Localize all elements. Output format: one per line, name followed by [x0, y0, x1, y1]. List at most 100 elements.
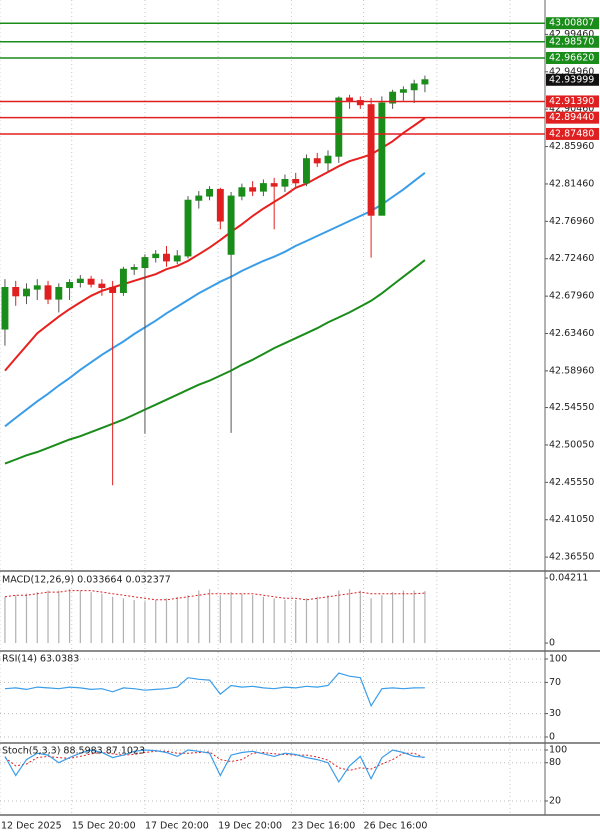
macd-bar: [252, 595, 254, 644]
candle-body: [55, 286, 63, 300]
y-tick-label: 80: [549, 757, 561, 768]
level-label-box: [546, 35, 599, 48]
macd-bar: [348, 589, 351, 644]
y-tick-label: 42.72460: [549, 253, 594, 264]
macd-bar: [4, 596, 6, 644]
y-tick-label: 42.58960: [549, 365, 594, 376]
level-label-box: [546, 127, 599, 140]
y-tick-label: 42.94960: [549, 66, 594, 77]
macd-bar: [305, 598, 308, 644]
x-tick-label: 26 Dec 16:00: [364, 821, 428, 832]
candle-body: [335, 97, 343, 157]
moving-average: [4, 117, 426, 372]
macd-bar: [68, 589, 71, 644]
y-tick-label: 42.54550: [549, 402, 594, 413]
candle-body: [152, 253, 160, 259]
macd-bar: [219, 595, 221, 644]
candle-body: [227, 195, 235, 255]
level-label-box: [546, 111, 599, 124]
candle-body: [130, 267, 138, 270]
macd-bar: [90, 592, 92, 644]
candle-body: [184, 199, 192, 257]
candle-body: [270, 183, 278, 187]
y-tick-label: 42.81460: [549, 178, 594, 189]
macd-bar: [155, 599, 157, 644]
macd-bar: [36, 592, 38, 644]
candle-body: [303, 158, 310, 184]
macd-bar: [295, 599, 297, 644]
candle-body: [173, 255, 181, 262]
rsi-line: [4, 672, 425, 708]
candle-body: [163, 253, 170, 262]
macd-bar: [316, 596, 318, 644]
macd-bar: [47, 590, 49, 644]
y-tick-label: 100: [549, 744, 567, 755]
candle-body: [324, 155, 332, 164]
x-tick-label: 15 Dec 20:00: [72, 821, 136, 832]
macd-bar: [176, 596, 178, 644]
macd-bar: [144, 601, 146, 644]
candle-body: [98, 283, 106, 288]
macd-bar: [284, 599, 286, 644]
macd-bar: [241, 593, 243, 644]
candle-body: [12, 286, 20, 297]
macd-bar: [392, 592, 394, 644]
level-label-box: [546, 51, 599, 64]
level-label: 43.00807: [549, 18, 594, 29]
macd-bar: [15, 595, 17, 644]
y-tick-label: 20: [549, 795, 561, 806]
macd-bar: [327, 595, 329, 644]
candle-body: [292, 178, 300, 184]
y-tick-label: 42.90460: [549, 104, 594, 115]
macd-bar: [198, 590, 200, 644]
candle-body: [389, 91, 397, 104]
x-tick-label: 19 Dec 20:00: [218, 821, 282, 832]
x-tick-label: 23 Dec 16:00: [291, 821, 355, 832]
indicator-title: Stoch(5,3,3) 88.5983 87.1023: [2, 746, 145, 757]
candle-body: [1, 286, 9, 330]
x-tick-label: 17 Dec 20:00: [145, 821, 209, 832]
stoch-d: [4, 750, 426, 771]
candle-body: [346, 97, 354, 102]
level-label: 42.89440: [549, 112, 594, 123]
macd-bar: [273, 598, 275, 644]
level-label: 42.98570: [549, 36, 594, 47]
macd-bar: [413, 590, 415, 644]
candle-body: [356, 100, 364, 106]
macd-signal: [4, 590, 425, 601]
candle-body: [66, 282, 74, 288]
candle-body: [249, 187, 257, 192]
macd-bar: [230, 592, 232, 644]
candle-body: [313, 158, 321, 164]
y-tick-label: 0: [549, 638, 555, 649]
y-tick-label: 42.50050: [549, 439, 594, 450]
candle-body: [195, 195, 203, 201]
macd-bar: [25, 593, 28, 644]
y-tick-label: 0.04211: [549, 573, 588, 584]
macd-bar: [133, 599, 135, 644]
y-tick-label: 0: [549, 732, 555, 743]
macd-bar: [101, 593, 103, 644]
candle-body: [119, 268, 127, 293]
plot-background: [0, 0, 545, 815]
level-label-box: [546, 17, 599, 30]
candle-body: [399, 89, 407, 93]
y-tick-label: 100: [549, 654, 567, 665]
moving-average: [4, 259, 426, 465]
candle-body: [206, 188, 214, 197]
macd-bar: [338, 590, 340, 644]
candle-body: [216, 188, 224, 222]
candle-body: [33, 285, 41, 290]
macd-bar: [402, 590, 404, 644]
y-tick-label: 30: [549, 708, 561, 719]
y-tick-label: 70: [549, 677, 561, 688]
y-tick-label: 42.36550: [549, 552, 594, 563]
candle-body: [238, 187, 246, 197]
level-label: 42.91390: [549, 96, 594, 107]
macd-bar: [165, 598, 168, 644]
candle-body: [87, 278, 95, 285]
stoch-k: [4, 749, 425, 784]
macd-bar: [424, 591, 426, 644]
moving-average: [4, 172, 426, 428]
